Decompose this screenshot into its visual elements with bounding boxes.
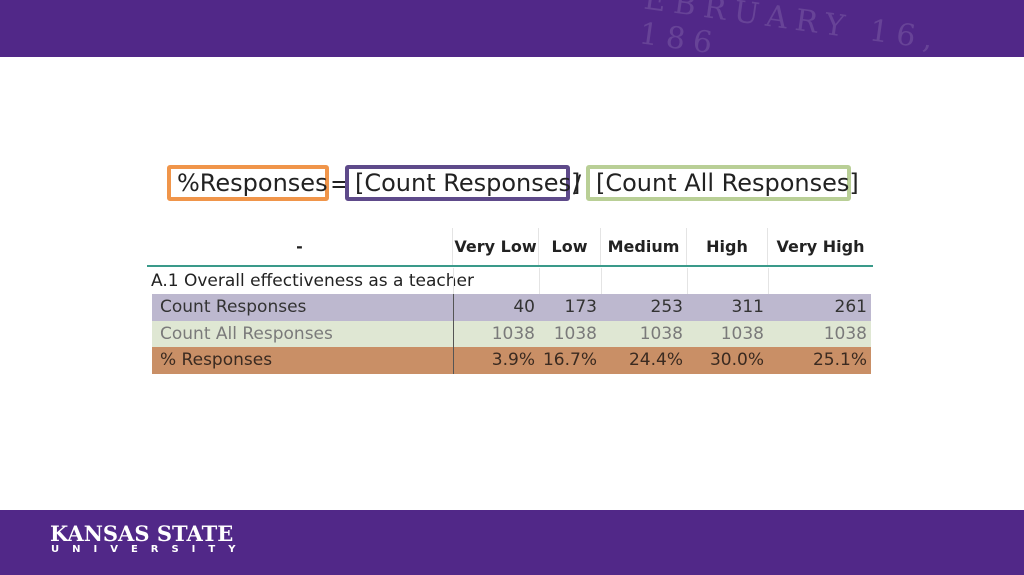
section-label: A.1 Overall effectiveness as a teacher <box>151 271 474 291</box>
value-cell: 25.1% <box>768 347 871 374</box>
value-cell: 1038 <box>687 320 768 347</box>
value-cell: 253 <box>601 294 687 321</box>
formula-divide: / <box>573 170 582 198</box>
table-rule <box>539 268 540 294</box>
value-cell: 1038 <box>768 320 871 347</box>
corner-header: - <box>147 228 453 265</box>
formula-denominator: [Count All Responses] <box>586 165 859 201</box>
value-cell: 16.7% <box>539 347 601 374</box>
value-cell: 173 <box>539 294 601 321</box>
column-header: Medium <box>601 228 687 265</box>
row-label: Count All Responses <box>152 320 453 347</box>
value-cell: 3.9% <box>453 347 539 374</box>
logo-line1: KANSAS STATE <box>50 521 234 546</box>
table-rule <box>768 268 769 294</box>
value-cell: 261 <box>768 294 871 321</box>
formula-result: %Responses <box>167 165 329 201</box>
logo-line2: UNIVERSITY <box>51 544 249 555</box>
column-header: Low <box>539 228 601 265</box>
value-cell: 30.0% <box>687 347 768 374</box>
value-cell: 24.4% <box>601 347 687 374</box>
table-rule <box>147 265 873 267</box>
top-banner: EBRUARY 16, 186 <box>0 0 1024 62</box>
row-label: % Responses <box>152 347 453 374</box>
formula-numerator: [Count Responses] <box>345 165 580 201</box>
column-header: Very Low <box>453 228 539 265</box>
value-cell: 40 <box>453 294 539 321</box>
seal-text: EBRUARY 16, 186 <box>636 0 944 63</box>
column-header: Very High <box>776 237 865 256</box>
value-cell: 311 <box>687 294 768 321</box>
table-rule <box>601 268 602 294</box>
column-header: High <box>687 228 768 265</box>
value-cell: 1038 <box>601 320 687 347</box>
row-label: Count Responses <box>152 294 453 321</box>
bottom-banner: KANSAS STATE UNIVERSITY <box>0 510 1024 575</box>
table-rule <box>687 268 688 294</box>
value-cell: 1038 <box>453 320 539 347</box>
value-cell: 1038 <box>539 320 601 347</box>
table-rule <box>453 268 454 294</box>
